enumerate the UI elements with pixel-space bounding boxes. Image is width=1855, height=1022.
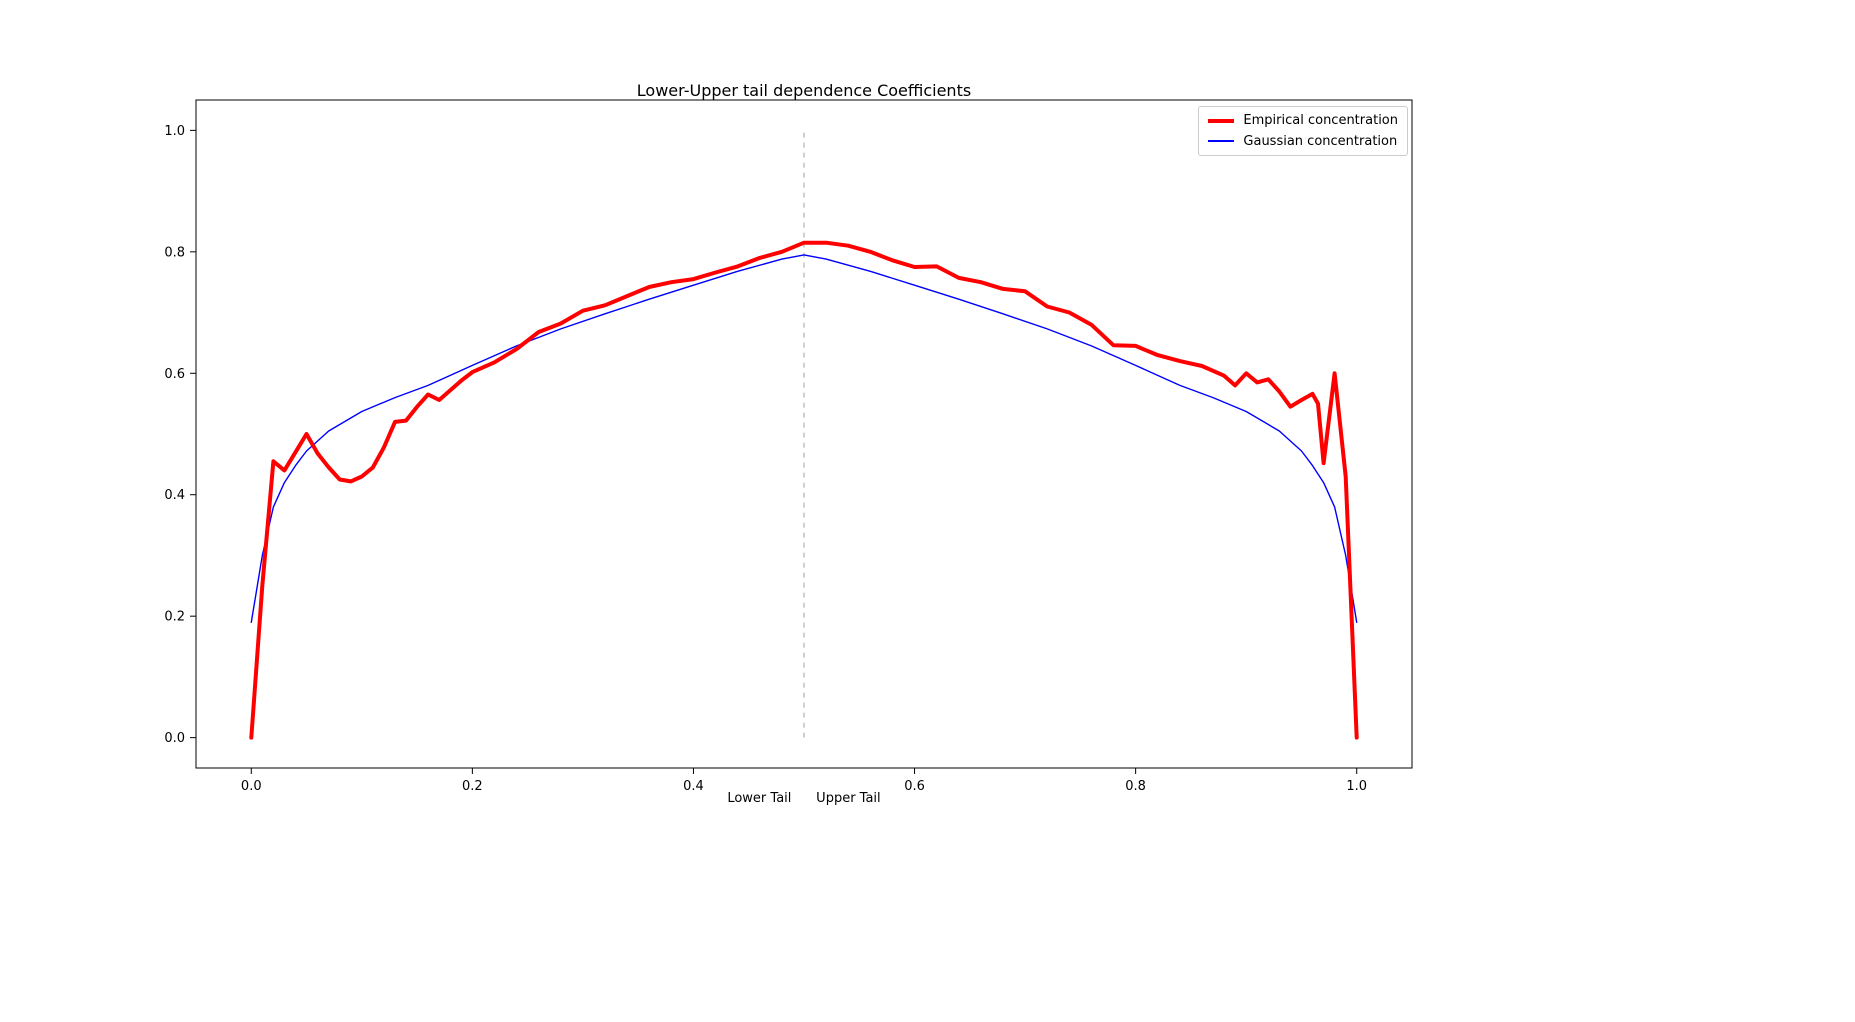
x-tick-label: 0.6 [904,779,925,794]
y-tick-label: 0.2 [164,610,185,625]
x-axis-label: Lower Tail Upper Tail [727,791,881,806]
y-tick-label: 1.0 [164,124,185,139]
legend: Empirical concentration Gaussian concent… [1198,106,1408,157]
chart-title: Lower-Upper tail dependence Coefficients [636,81,972,100]
legend-label-empirical: Empirical concentration [1243,113,1398,128]
legend-line-gaussian-icon [1208,140,1235,143]
y-tick-label: 0.6 [164,367,185,382]
x-tick-label: 0.0 [241,779,262,794]
legend-label-gaussian: Gaussian concentration [1243,133,1398,149]
x-tick-label: 0.4 [683,779,704,794]
y-tick-label: 0.0 [164,731,185,746]
y-tick-label: 0.8 [164,245,185,260]
y-tick-label: 0.4 [164,488,185,503]
legend-line-empirical-icon [1208,118,1235,123]
series-line-gaussian [250,254,1358,623]
series-line-empirical [249,240,1359,740]
legend-item-gaussian: Gaussian concentration [1208,134,1398,150]
x-tick-label: 0.2 [462,779,483,794]
legend-item-empirical: Empirical concentration [1208,113,1398,129]
axes-spines [195,99,1413,769]
x-tick-label: 1.0 [1346,779,1367,794]
x-tick-label: 0.8 [1125,779,1146,794]
